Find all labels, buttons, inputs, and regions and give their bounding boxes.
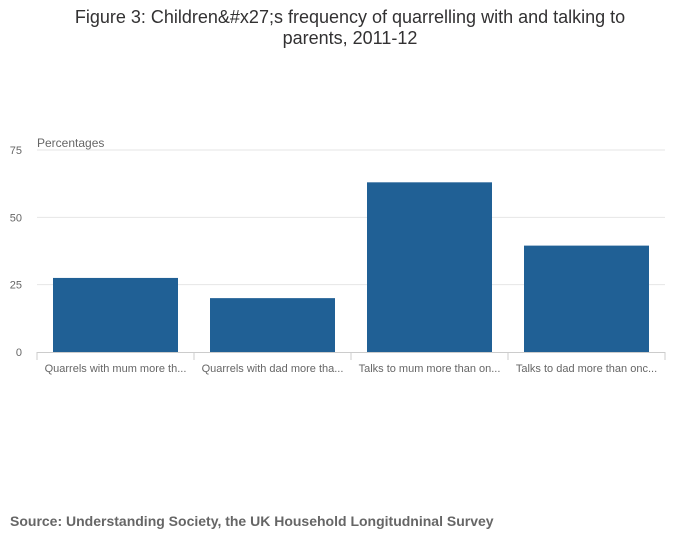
bar [367, 182, 492, 352]
x-tick-label: Talks to mum more than on... [359, 363, 501, 375]
x-tick-label: Quarrels with dad more tha... [202, 363, 344, 375]
source-note: Source: Understanding Society, the UK Ho… [10, 513, 494, 529]
y-tick-label: 75 [10, 145, 22, 157]
bar [524, 245, 649, 352]
y-axis-unit-label: Percentages [37, 136, 104, 150]
bar [53, 277, 178, 352]
y-tick-label: 0 [16, 347, 22, 359]
y-axis-ticks: 0 25 50 75 [10, 145, 22, 359]
x-axis-tick-labels: Quarrels with mum more th... Quarrels wit… [45, 363, 658, 375]
bar [210, 298, 335, 352]
x-tick-label: Talks to dad more than onc... [516, 363, 657, 375]
y-tick-label: 50 [10, 212, 22, 224]
x-axis [36, 352, 666, 360]
bars [53, 182, 649, 352]
chart-title: Figure 3: Children&#x27;s frequency of q… [74, 7, 626, 48]
y-tick-label: 25 [10, 280, 22, 292]
x-tick-label: Quarrels with mum more th... [45, 363, 187, 375]
